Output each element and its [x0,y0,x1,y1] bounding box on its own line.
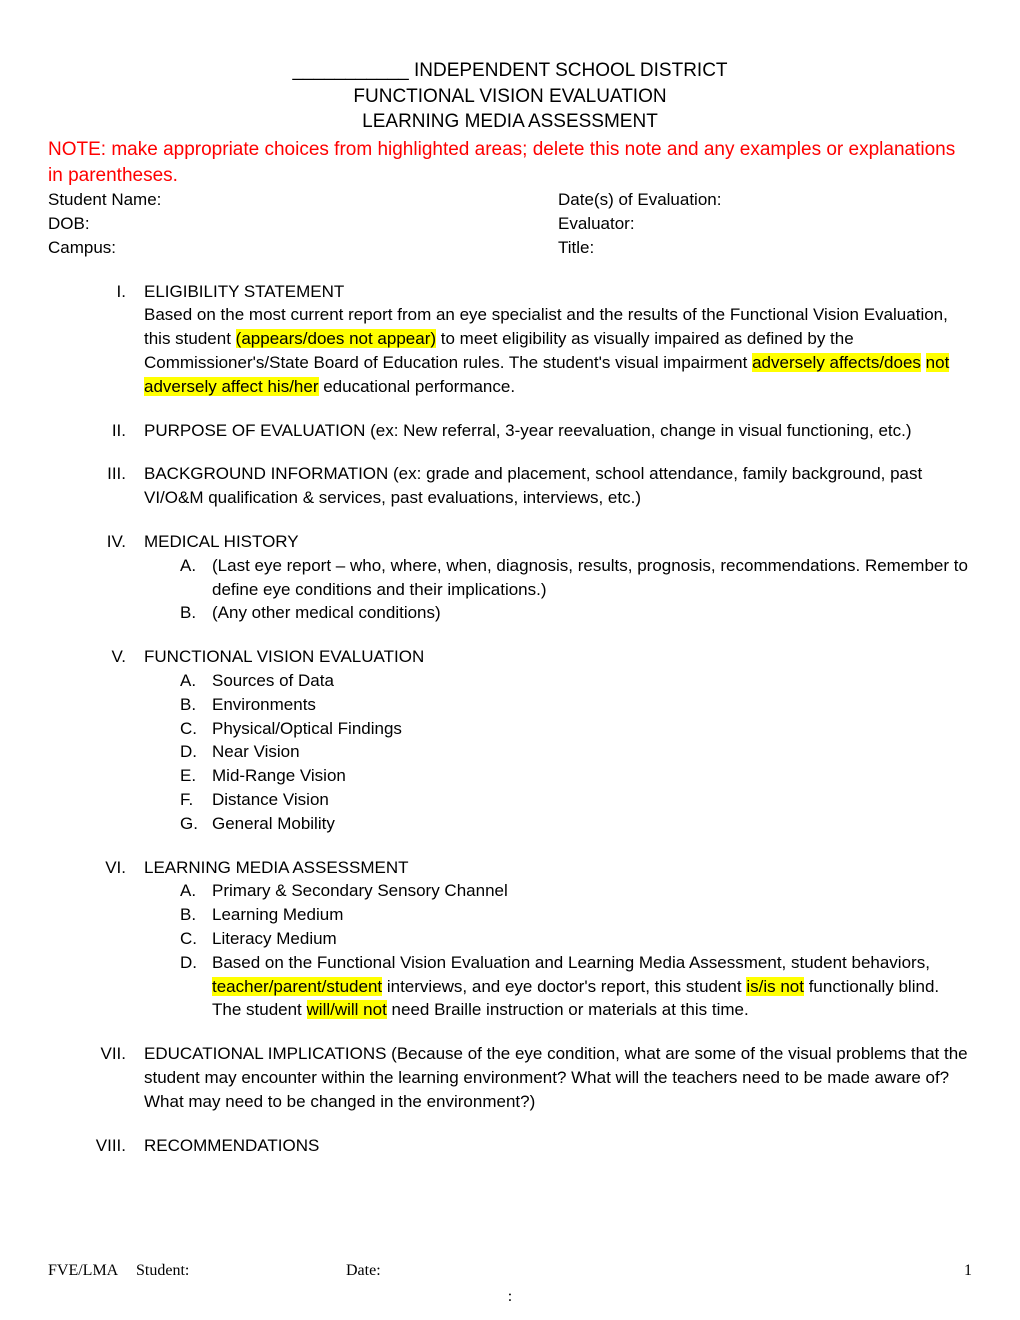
s6-d-pre: Based on the Functional Vision Evaluatio… [212,953,930,972]
s6-b-letter: B. [180,903,212,927]
s6-c-text: Literacy Medium [212,927,972,951]
footer-page-number: 1 [952,1262,972,1280]
section-lma: VI. LEARNING MEDIA ASSESSMENT A.Primary … [48,856,972,1023]
s1-end: educational performance. [319,377,516,396]
section-5-title: FUNCTIONAL VISION EVALUATION [144,645,972,669]
s6-d-body: Based on the Functional Vision Evaluatio… [212,951,972,1022]
footer-date-label: Date: [346,1262,952,1280]
s6-d-hl2: is/is not [746,977,804,996]
s6-d-hl1: teacher/parent/student [212,977,382,996]
section-4-title: MEDICAL HISTORY [144,530,972,554]
s6-d-letter: D. [180,951,212,1022]
student-name-label: Student Name: [48,188,558,212]
s6-c-letter: C. [180,927,212,951]
evaluator-label: Evaluator: [558,212,972,236]
s5-g-text: General Mobility [212,812,972,836]
section-background: III. BACKGROUND INFORMATION (ex: grade a… [48,462,972,510]
section-3-title: BACKGROUND INFORMATION (ex: grade and pl… [144,462,972,510]
roman-1: I. [48,280,144,399]
section-7-title: EDUCATIONAL IMPLICATIONS (Because of the… [144,1042,972,1113]
footer-colon: : [0,1288,1020,1306]
s4-a-letter: A. [180,554,212,602]
date-eval-label: Date(s) of Evaluation: [558,188,972,212]
s5-f-text: Distance Vision [212,788,972,812]
title-label: Title: [558,236,972,260]
s5-a-letter: A. [180,669,212,693]
roman-7: VII. [48,1042,144,1113]
campus-label: Campus: [48,236,558,260]
footer-student-label: Student: [136,1262,346,1280]
section-1-title: ELIGIBILITY STATEMENT [144,280,972,304]
header-line-2: FUNCTIONAL VISION EVALUATION [48,84,972,110]
s5-e-text: Mid-Range Vision [212,764,972,788]
dob-label: DOB: [48,212,558,236]
s6-d-end: need Braille instruction or materials at… [387,1000,749,1019]
section-recommendations: VIII. RECOMMENDATIONS [48,1134,972,1158]
roman-5: V. [48,645,144,835]
roman-3: III. [48,462,144,510]
roman-8: VIII. [48,1134,144,1158]
s4-b-text: (Any other medical conditions) [212,601,972,625]
page-footer: FVE/LMA Student: Date: 1 [48,1262,972,1280]
s5-f-letter: F. [180,788,212,812]
s5-d-letter: D. [180,740,212,764]
section-fve: V. FUNCTIONAL VISION EVALUATION A.Source… [48,645,972,835]
s5-a-text: Sources of Data [212,669,972,693]
section-6-title: LEARNING MEDIA ASSESSMENT [144,856,972,880]
note-text: NOTE: make appropriate choices from high… [48,137,972,188]
section-purpose: II. PURPOSE OF EVALUATION (ex: New refer… [48,419,972,443]
section-1-body: Based on the most current report from an… [144,303,972,398]
s5-b-letter: B. [180,693,212,717]
roman-6: VI. [48,856,144,1023]
s6-d-mid1: interviews, and eye doctor's report, thi… [382,977,746,996]
section-medical-history: IV. MEDICAL HISTORY A. (Last eye report … [48,530,972,625]
footer-doc-label: FVE/LMA [48,1262,136,1280]
s6-a-letter: A. [180,879,212,903]
s6-d-hl3: will/will not [307,1000,387,1019]
s1-hl2a: adversely affects/does [752,353,921,372]
s5-c-text: Physical/Optical Findings [212,717,972,741]
s6-b-text: Learning Medium [212,903,972,927]
section-2-title: PURPOSE OF EVALUATION (ex: New referral,… [144,419,972,443]
s5-d-text: Near Vision [212,740,972,764]
roman-2: II. [48,419,144,443]
document-header: ___________ INDEPENDENT SCHOOL DISTRICT … [48,58,972,135]
s5-c-letter: C. [180,717,212,741]
header-line-1: ___________ INDEPENDENT SCHOOL DISTRICT [48,58,972,84]
roman-4: IV. [48,530,144,625]
s4-b-letter: B. [180,601,212,625]
s6-a-text: Primary & Secondary Sensory Channel [212,879,972,903]
section-eligibility: I. ELIGIBILITY STATEMENT Based on the mo… [48,280,972,399]
section-8-title: RECOMMENDATIONS [144,1134,972,1158]
s1-hl1: (appears/does not appear) [236,329,436,348]
s4-a-text: (Last eye report – who, where, when, dia… [212,554,972,602]
s5-b-text: Environments [212,693,972,717]
header-line-3: LEARNING MEDIA ASSESSMENT [48,109,972,135]
student-info-block: Student Name: Date(s) of Evaluation: DOB… [48,188,972,259]
s5-e-letter: E. [180,764,212,788]
section-educational-implications: VII. EDUCATIONAL IMPLICATIONS (Because o… [48,1042,972,1113]
s5-g-letter: G. [180,812,212,836]
